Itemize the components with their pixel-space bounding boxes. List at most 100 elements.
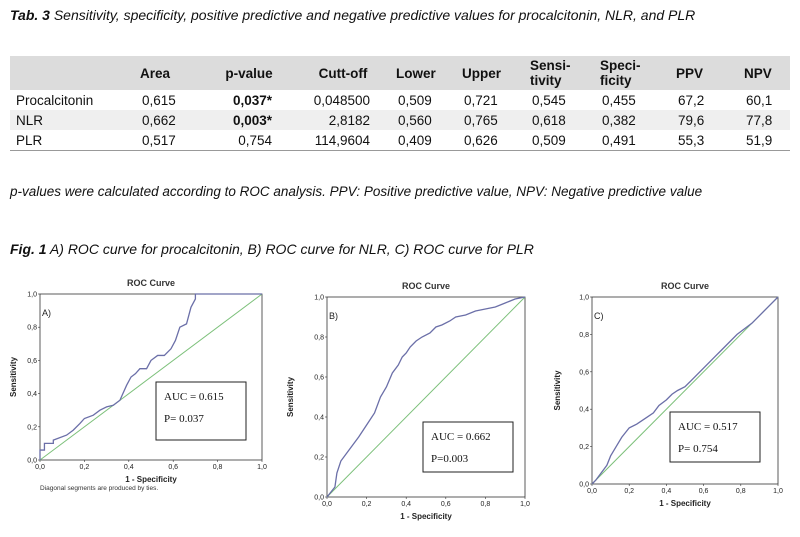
- table-cell: 77,8: [740, 110, 790, 130]
- y-tick-label: 0,6: [314, 375, 324, 382]
- y-tick-label: 0,6: [579, 369, 589, 376]
- y-tick-label: 0,0: [579, 482, 589, 489]
- reference-diagonal-line: [591, 296, 779, 485]
- table-row: PLR 0,517 0,754 114,9604 0,409 0,626 0,5…: [10, 130, 790, 151]
- table-cell: 0,560: [392, 110, 458, 130]
- table-caption-text: Sensitivity, specificity, positive predi…: [49, 7, 696, 23]
- p-value-label: P= 0.754: [678, 443, 718, 455]
- reference-diagonal-line: [326, 296, 526, 498]
- y-tick-label: 0,6: [27, 358, 37, 365]
- auc-label: AUC = 0.517: [678, 421, 738, 433]
- auc-box: [669, 411, 761, 463]
- y-tick-label: 0,2: [27, 424, 37, 431]
- x-axis-label: 1 - Specificity: [400, 512, 452, 521]
- p-value-label: P=0.003: [431, 453, 469, 465]
- y-tick-label: 0,4: [27, 391, 37, 398]
- table-cell: 51,9: [740, 130, 790, 151]
- table-cell: 0,037*: [232, 92, 272, 108]
- x-tick-label: 0,2: [362, 501, 372, 508]
- x-tick-label: 0,2: [624, 488, 634, 495]
- x-tick-label: 0,0: [587, 488, 597, 495]
- y-tick-label: 0,0: [314, 495, 324, 502]
- table-header-cell: Speci-ficity: [596, 56, 672, 90]
- table-header-cell: Area: [136, 56, 204, 90]
- x-axis-label: 1 - Specificity: [125, 475, 177, 484]
- table-header-cell: Lower: [392, 56, 458, 90]
- table-cell: NLR: [10, 110, 136, 130]
- table-cell: 67,2: [678, 92, 705, 108]
- p-value-label: P= 0.037: [164, 413, 204, 425]
- table-cell: 79,6: [672, 110, 740, 130]
- table-cell: 0,618: [526, 110, 596, 130]
- x-tick-label: 0,4: [124, 464, 134, 471]
- y-tick-label: 0,8: [579, 332, 589, 339]
- table-cell: 0,455: [602, 92, 636, 108]
- y-axis-label: Sensitivity: [553, 370, 562, 411]
- y-tick-label: 0,8: [314, 335, 324, 342]
- table-row: Procalcitonin 0,615 0,037* 0,048500 0,50…: [10, 90, 790, 110]
- auc-label: AUC = 0.662: [431, 431, 491, 443]
- table-cell: 55,3: [672, 130, 740, 151]
- table-header-cell: PPV: [672, 56, 740, 90]
- table-cell: 60,1: [746, 92, 773, 108]
- table-caption-label: Tab. 3: [10, 7, 50, 23]
- chart-footnote: Diagonal segments are produced by ties.: [40, 485, 158, 492]
- x-tick-label: 0,2: [80, 464, 90, 471]
- table-header-cell: Sensi-tivity: [526, 56, 596, 90]
- auc-label: AUC = 0.615: [164, 391, 224, 403]
- y-tick-label: 1,0: [314, 295, 324, 302]
- table-cell: PLR: [10, 130, 136, 151]
- table-cell: Procalcitonin: [16, 92, 94, 108]
- auc-box: [155, 381, 247, 441]
- reference-diagonal-line: [39, 293, 263, 461]
- y-tick-label: 0,4: [579, 407, 589, 414]
- roc-curve-line: [39, 293, 262, 460]
- y-axis-label: Sensitivity: [286, 376, 295, 417]
- header-line: Sensi-: [530, 58, 571, 73]
- table-header-row: Area p-value Cutt-off Lower Upper Sensi-…: [10, 56, 790, 90]
- table-cell: 0,517: [136, 130, 204, 151]
- x-tick-label: 0,0: [322, 501, 332, 508]
- table-header-cell: Cutt-off: [294, 56, 392, 90]
- table-cell: 0,003*: [204, 110, 294, 130]
- header-line: ficity: [600, 73, 632, 88]
- header-line: Speci-: [600, 58, 641, 73]
- x-tick-label: 0,4: [662, 488, 672, 495]
- figure-caption: Fig. 1 A) ROC curve for procalcitonin, B…: [10, 240, 790, 258]
- chart-title: ROC Curve: [402, 281, 450, 291]
- y-tick-label: 0,0: [27, 458, 37, 465]
- x-tick-label: 0,6: [441, 501, 451, 508]
- y-tick-label: 1,0: [579, 295, 589, 302]
- table-cell: 0,509: [398, 92, 432, 108]
- x-tick-label: 1,0: [257, 464, 267, 471]
- results-table: Area p-value Cutt-off Lower Upper Sensi-…: [10, 56, 790, 151]
- table-cell: 0,509: [526, 130, 596, 151]
- roc-curve-line: [326, 296, 526, 498]
- x-tick-label: 1,0: [520, 501, 530, 508]
- roc-chart-a: ROC Curve 0,00,0 0,2 0,2 0,4 0,4 0,6 0,6 0,8 0,8 1…: [9, 278, 267, 492]
- table-cell: 0,626: [458, 130, 526, 151]
- table-cell: 2,8182: [294, 110, 392, 130]
- x-axis-label: 1 - Specificity: [659, 499, 711, 508]
- y-tick-label: 1,0: [27, 292, 37, 299]
- table-note: p-values were calculated according to RO…: [10, 184, 703, 199]
- table-cell: 0,615: [142, 92, 176, 108]
- table-cell: 114,9604: [294, 130, 392, 151]
- table-header-cell: p-value: [204, 56, 294, 90]
- chart-title: ROC Curve: [127, 278, 175, 288]
- x-tick-label: 0,6: [699, 488, 709, 495]
- table-header-cell: [10, 56, 136, 90]
- y-axis-label: Sensitivity: [9, 356, 18, 397]
- roc-chart-c: ROC Curve 0,00,0 0,2 0,2 0,4 0,4 0,6 0,6 0,8 0,8 1…: [553, 281, 783, 508]
- table-header-cell: Upper: [458, 56, 526, 90]
- chart-title: ROC Curve: [661, 281, 709, 291]
- header-line: tivity: [530, 73, 562, 88]
- x-tick-label: 0,8: [481, 501, 491, 508]
- y-tick-label: 0,4: [314, 415, 324, 422]
- x-tick-label: 1,0: [773, 488, 783, 495]
- panel-letter: B): [329, 311, 338, 321]
- y-tick-label: 0,8: [27, 325, 37, 332]
- x-tick-label: 0,4: [401, 501, 411, 508]
- table-cell: 0,382: [596, 110, 672, 130]
- y-tick-label: 0,2: [314, 455, 324, 462]
